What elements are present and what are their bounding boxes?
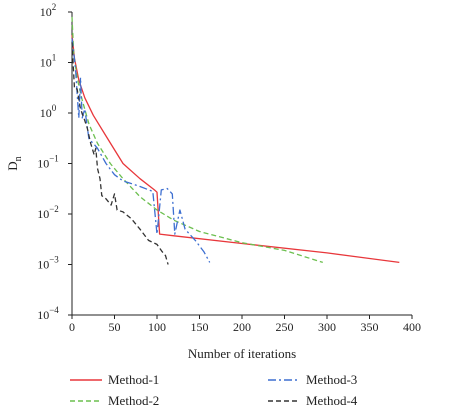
y-tick-label: 10−1: [37, 154, 59, 171]
series-line-4: [71, 42, 169, 265]
legend-label-1: Method-1: [108, 372, 159, 387]
y-tick-label: 10−4: [37, 305, 59, 322]
y-tick-label: 10−3: [37, 255, 59, 272]
axes: 0 50 100 150 200 250 300 350 400 10−4 10−3 10−2 10−1…: [37, 2, 421, 334]
x-tick-label: 400: [403, 320, 421, 334]
x-tick-label: 200: [233, 320, 251, 334]
y-tick-label: 10−2: [37, 204, 59, 221]
x-tick-label: 100: [148, 320, 166, 334]
series-layer: [71, 16, 400, 265]
y-axis-label: Dn: [5, 156, 24, 170]
y-tick-label: 102: [40, 2, 57, 19]
y-tick-label: 101: [40, 53, 57, 70]
series-line-3: [71, 38, 211, 263]
legend: Method-1 Method-2 Method-3 Method-4: [70, 372, 358, 408]
series-line-1: [71, 34, 400, 264]
legend-label-2: Method-2: [108, 393, 159, 408]
legend-label-3: Method-3: [306, 372, 357, 387]
x-tick-label: 0: [69, 320, 75, 334]
x-tick-label: 350: [361, 320, 379, 334]
legend-label-4: Method-4: [306, 393, 358, 408]
y-tick-label: 100: [40, 103, 57, 120]
x-tick-label: 150: [191, 320, 209, 334]
x-tick-label: 250: [276, 320, 294, 334]
x-tick-label: 50: [109, 320, 121, 334]
series-line-2: [71, 16, 323, 264]
x-tick-label: 300: [318, 320, 336, 334]
x-axis-label: Number of iterations: [188, 346, 296, 361]
